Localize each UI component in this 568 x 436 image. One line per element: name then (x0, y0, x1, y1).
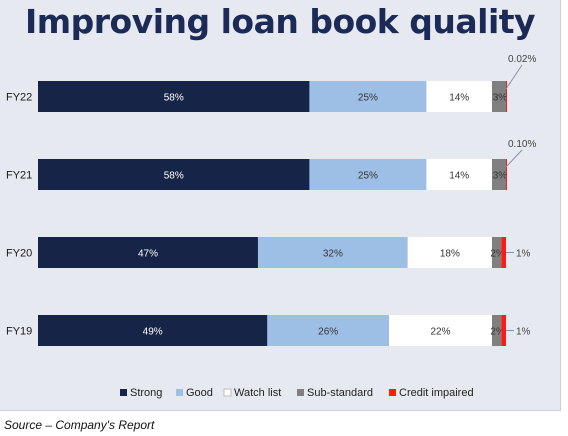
bar-segment-sub-standard (491, 315, 502, 346)
data-label: 18% (440, 249, 460, 260)
data-label: 1% (516, 249, 531, 260)
source-note: Source – Company's Report (4, 418, 155, 432)
bar-segment-watch-list (389, 315, 492, 346)
bar-segment-credit-impaired (506, 81, 507, 112)
legend-label: Credit impaired (399, 387, 474, 399)
legend-label: Watch list (234, 387, 281, 399)
bar-segment-good (309, 81, 427, 112)
bar-segment-good (257, 237, 408, 268)
data-label: 26% (318, 327, 338, 338)
stacked-bar-chart: FY22 58% 25% 14% 3% 0.02% FY21 58% 25% 14% 3% 0.10%… (6, 54, 536, 399)
bar-segment-strong (38, 237, 258, 268)
data-label: 14% (449, 171, 469, 182)
data-label: 2% (490, 249, 505, 260)
bar-segment-strong (38, 159, 310, 190)
legend-swatch-credit-impaired (389, 389, 396, 396)
legend-label: Strong (130, 387, 162, 399)
bar-segment-watch-list (407, 237, 492, 268)
legend-swatch-watch-list (223, 388, 232, 397)
category-label: FY20 (6, 248, 32, 260)
data-label: 58% (164, 93, 184, 104)
data-label: 58% (164, 171, 184, 182)
category-label: FY19 (6, 326, 32, 338)
data-label: 22% (430, 327, 450, 338)
bar-segment-sub-standard (491, 81, 506, 112)
bar-segment-credit-impaired (501, 315, 506, 346)
bar-segment-credit-impaired (506, 159, 507, 190)
bar-segment-watch-list (426, 159, 492, 190)
data-label: 0.10% (508, 139, 536, 150)
bar-segment-strong (38, 81, 310, 112)
category-label: FY22 (6, 92, 32, 104)
bar-segment-good (309, 159, 427, 190)
legend-label: Sub-standard (307, 387, 373, 399)
category-label: FY21 (6, 170, 32, 182)
legend-swatch-sub-standard (297, 389, 304, 396)
bar-segment-strong (38, 315, 268, 346)
data-label: 49% (143, 327, 163, 338)
callout-line (505, 149, 523, 168)
data-label: 3% (493, 93, 508, 104)
data-label: 3% (493, 171, 508, 182)
chart-title: Improving loan book quality (24, 2, 536, 41)
data-label: 1% (516, 327, 531, 338)
data-label: 32% (323, 249, 343, 260)
data-label: 25% (358, 171, 378, 182)
bar-segment-sub-standard (491, 159, 506, 190)
bar-segment-sub-standard (491, 237, 502, 268)
legend-swatch-good (176, 389, 183, 396)
data-label: 2% (490, 327, 505, 338)
legend-swatch-strong (120, 389, 127, 396)
callout-line (505, 64, 523, 90)
data-label: 25% (358, 93, 378, 104)
bar-segment-watch-list (426, 81, 492, 112)
bar-segment-credit-impaired (501, 237, 506, 268)
data-label: 47% (138, 249, 158, 260)
data-label: 0.02% (508, 54, 536, 65)
legend-label: Good (186, 387, 213, 399)
data-label: 14% (449, 93, 469, 104)
bar-segment-good (267, 315, 389, 346)
